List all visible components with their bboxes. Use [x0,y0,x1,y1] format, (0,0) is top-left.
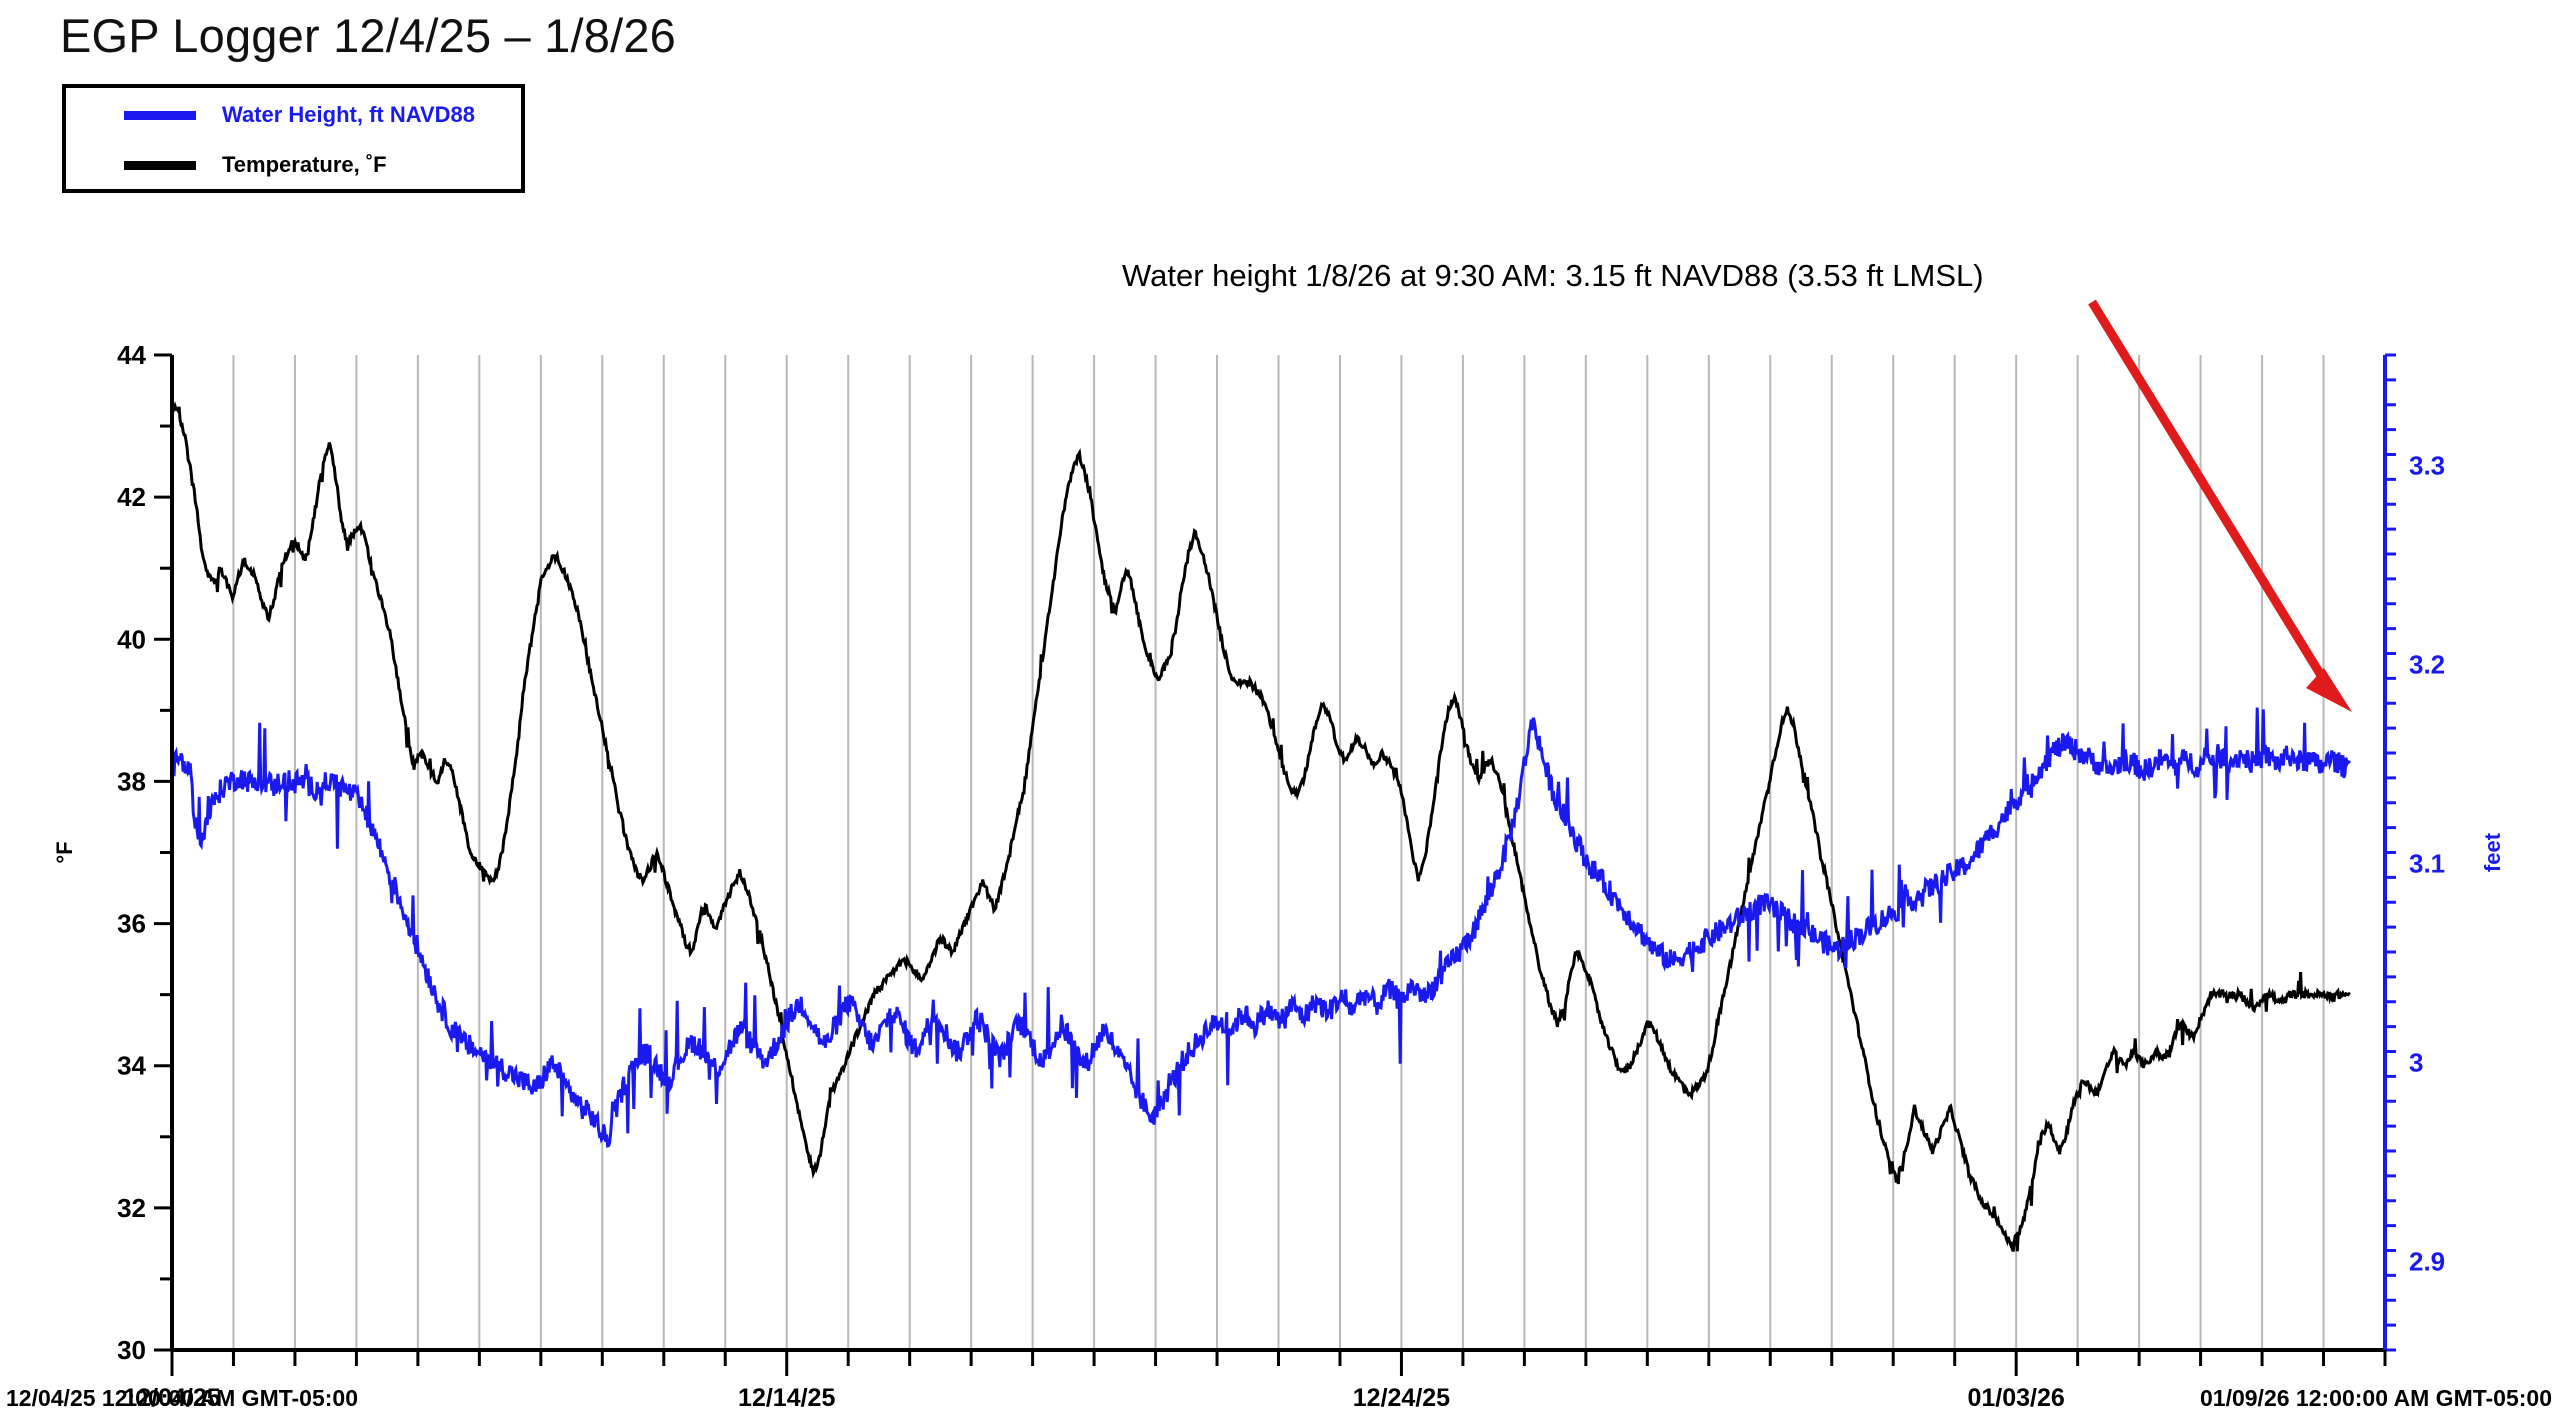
svg-text:12/04/25: 12/04/25 [123,1384,220,1412]
gridlines [232,355,2325,1350]
svg-text:01/03/26: 01/03/26 [1968,1384,2065,1412]
legend-swatch-temperature [124,160,196,170]
svg-text:40: 40 [117,624,146,654]
footer-start-time: 12/04/25 12:00:00 AM GMT-05:00 [6,1385,358,1411]
series-water-height-line [170,707,2352,1148]
axes: 30 32 34 36 38 40 42 44 °F 2.9 3 3.1 3.2 3.3 feet 12/04… [52,340,2505,1412]
svg-text:34: 34 [117,1051,146,1081]
svg-text:44: 44 [117,340,146,370]
legend-swatch-water-height [124,110,196,120]
legend-item-temperature[interactable]: Temperature, ˚F [66,140,521,190]
svg-text:feet: feet [2480,832,2505,872]
svg-text:3.1: 3.1 [2409,848,2445,878]
svg-text:38: 38 [117,766,146,796]
svg-text:12/14/25: 12/14/25 [738,1384,835,1412]
svg-text:36: 36 [117,909,146,939]
svg-text:32: 32 [117,1193,146,1223]
chart-legend: Water Height, ft NAVD88 Temperature, ˚F [62,84,525,193]
legend-item-water-height[interactable]: Water Height, ft NAVD88 [66,90,521,140]
svg-text:2.9: 2.9 [2409,1246,2445,1276]
svg-text:°F: °F [52,841,77,863]
legend-label-water-height: Water Height, ft NAVD88 [222,102,476,127]
svg-text:3.2: 3.2 [2409,649,2445,679]
series-temperature-line [170,401,2351,1252]
svg-text:30: 30 [117,1335,146,1365]
annotation-arrow [2088,299,2352,712]
legend-label-temperature: Temperature, ˚F [222,152,387,177]
footer-end-time: 01/09/26 12:00:00 AM GMT-05:00 [2200,1385,2552,1411]
svg-text:12/24/25: 12/24/25 [1353,1384,1450,1412]
annotation-label: Water height 1/8/26 at 9:30 AM: 3.15 ft … [1122,258,1984,293]
svg-text:3: 3 [2409,1047,2423,1077]
page-title: EGP Logger 12/4/25 – 1/8/26 [60,9,677,62]
svg-text:42: 42 [117,482,146,512]
svg-text:3.3: 3.3 [2409,450,2445,480]
